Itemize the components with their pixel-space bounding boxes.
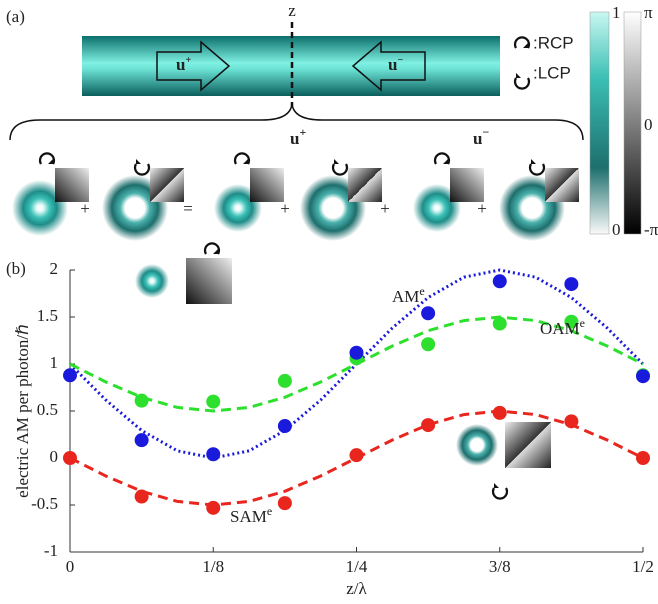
- colorbar-tick: 0: [612, 220, 621, 239]
- point: [350, 346, 364, 360]
- annotation-text: OAM: [540, 319, 580, 338]
- label-text: u: [388, 55, 397, 74]
- inset-beam: [456, 424, 498, 466]
- point: [636, 369, 650, 383]
- label-sup: −: [482, 125, 489, 139]
- point: [493, 317, 507, 331]
- label-text: u: [290, 129, 299, 148]
- inset-phase: [505, 422, 551, 468]
- inset-lcp: [493, 483, 507, 499]
- point: [206, 501, 220, 515]
- y-tick-label: 2: [50, 259, 59, 278]
- panel-label: (a): [6, 7, 25, 26]
- point: [421, 306, 435, 320]
- y-tick-label: 1: [50, 353, 59, 372]
- point: [63, 451, 77, 465]
- point: [206, 447, 220, 461]
- operator: +: [380, 199, 390, 218]
- operator: +: [280, 199, 290, 218]
- rcp-icon: [515, 37, 529, 48]
- colorbar-tick: 1: [612, 3, 621, 22]
- point: [135, 490, 149, 504]
- x-tick-label: 1/8: [202, 557, 224, 576]
- phase-map: [348, 168, 382, 202]
- point: [564, 277, 578, 291]
- annotation-sup: e: [267, 504, 272, 518]
- phase-map: [150, 168, 184, 202]
- colorbar-phase: [624, 12, 641, 234]
- panel-b: (b) -1 -0.5 0 0.5 1 1.5 2 0 1/8 1/4 3/8 1/2 z/λ elect…: [6, 243, 654, 598]
- x-tick-label: 1/2: [632, 557, 654, 576]
- point: [63, 368, 77, 382]
- polarization-icon: [333, 159, 347, 175]
- label-text: u: [176, 55, 185, 74]
- polarization-icon: [435, 153, 449, 164]
- inset-beam: [135, 264, 169, 298]
- point: [278, 419, 292, 433]
- label-sup: −: [397, 55, 403, 66]
- y-tick-label: -0.5: [31, 494, 58, 513]
- panel-label: (b): [6, 259, 26, 278]
- polarization-icon: [135, 159, 149, 175]
- annotation: SAMe: [230, 504, 272, 526]
- point: [135, 394, 149, 408]
- phase-map: [250, 168, 284, 202]
- point: [278, 496, 292, 510]
- annotation: OAMe: [540, 316, 585, 338]
- beam-profiles: + = + + +: [12, 153, 579, 241]
- polarization-icon: [530, 159, 544, 175]
- label-sup: +: [185, 55, 191, 66]
- point: [493, 406, 507, 420]
- brace-label: u+: [290, 125, 306, 148]
- brace-label: u−: [473, 125, 489, 148]
- point: [421, 337, 435, 351]
- point: [493, 274, 507, 288]
- label-sup: +: [299, 125, 306, 139]
- figure: (a) u+ u− z :RCP :LCP u+ u− +=+++ 1 0 π …: [0, 0, 658, 604]
- inset-rcp: [205, 243, 219, 254]
- colorbar-intensity: [590, 12, 609, 234]
- label-text: u: [473, 129, 482, 148]
- annotation-text: SAM: [230, 507, 267, 526]
- colorbar-tick: π: [644, 3, 653, 22]
- colorbar-tick: 0: [644, 115, 653, 134]
- y-axis-label: electric AM per photon/ℏ: [13, 324, 32, 498]
- inset-phase: [186, 258, 232, 304]
- legend-text: :LCP: [533, 63, 571, 82]
- point: [350, 448, 364, 462]
- x-tick-label: 3/8: [489, 557, 511, 576]
- x-tick-label: 0: [66, 557, 75, 576]
- legend-text: :RCP: [533, 33, 574, 52]
- operator: =: [183, 199, 193, 218]
- phase-map: [545, 168, 579, 202]
- y-tick-label: 0.5: [37, 400, 58, 419]
- colorbar-tick: -π: [644, 220, 658, 239]
- phase-map: [55, 168, 89, 202]
- phase-map: [450, 168, 484, 202]
- operator: +: [80, 199, 90, 218]
- y-tick-label: 0: [50, 447, 59, 466]
- z-label: z: [288, 1, 296, 20]
- point: [564, 414, 578, 428]
- x-axis-label: z/λ: [346, 579, 367, 598]
- operator: +: [477, 199, 487, 218]
- annotation-sup: e: [419, 284, 424, 298]
- polarization-icon: [40, 153, 54, 164]
- point: [206, 395, 220, 409]
- panel-a: (a) u+ u− z :RCP :LCP u+ u− +=+++ 1 0 π …: [6, 1, 658, 241]
- polarization-icon: [235, 153, 249, 164]
- y-tick-label: -1: [44, 541, 58, 560]
- point: [135, 433, 149, 447]
- annotation-text: AM: [392, 287, 419, 306]
- point: [636, 451, 650, 465]
- x-tick-label: 1/4: [346, 557, 368, 576]
- point: [421, 418, 435, 432]
- annotation: AMe: [392, 284, 425, 306]
- point: [278, 374, 292, 388]
- y-tick-label: 1.5: [37, 306, 58, 325]
- annotation-sup: e: [580, 316, 585, 330]
- lcp-icon: [515, 73, 529, 89]
